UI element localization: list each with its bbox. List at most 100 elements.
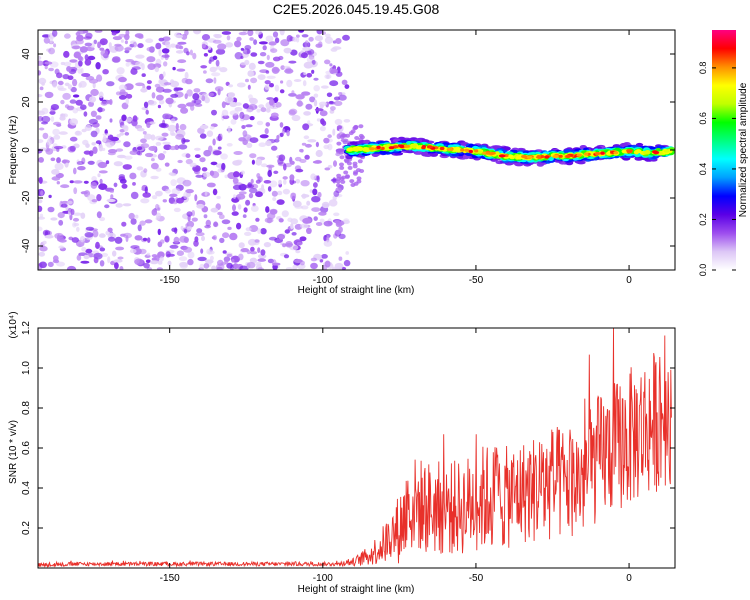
noise-blob — [280, 80, 284, 84]
noise-blob — [237, 204, 242, 210]
y-tick-label: 20 — [21, 96, 32, 108]
noise-blob — [106, 198, 116, 203]
noise-blob — [329, 63, 333, 67]
noise-blob — [233, 194, 236, 200]
noise-blob — [112, 56, 121, 63]
noise-blob — [155, 212, 161, 219]
noise-blob — [283, 163, 287, 171]
noise-blob — [204, 191, 208, 196]
noise-blob — [279, 122, 284, 128]
noise-blob — [60, 99, 65, 105]
noise-blob — [216, 266, 223, 270]
noise-blob — [151, 162, 159, 170]
noise-blob — [248, 62, 256, 70]
noise-blob — [38, 70, 42, 76]
noise-blob — [353, 181, 359, 186]
noise-blob — [147, 63, 156, 70]
noise-blob — [241, 125, 246, 129]
signal-blob — [492, 145, 502, 149]
noise-blob — [234, 52, 243, 60]
noise-blob — [257, 176, 262, 181]
noise-blob — [222, 250, 227, 254]
noise-blob — [305, 64, 314, 68]
noise-blob — [323, 137, 330, 144]
noise-blob — [173, 207, 181, 213]
noise-blob — [265, 107, 271, 113]
noise-blob — [121, 221, 127, 227]
noise-blob — [316, 118, 321, 122]
noise-blob — [327, 164, 333, 169]
signal-peak — [526, 155, 533, 159]
noise-blob — [73, 167, 77, 175]
noise-blob — [132, 41, 138, 48]
noise-blob — [139, 220, 146, 226]
noise-blob — [354, 136, 360, 140]
noise-blob — [177, 159, 183, 164]
noise-blob — [231, 211, 239, 216]
noise-blob — [106, 81, 115, 87]
noise-blob — [222, 232, 230, 239]
noise-blob — [339, 176, 345, 181]
noise-blob — [356, 176, 362, 181]
spectrogram-panel: -150 -100 -50 0 -40 -20 0 20 40 Height of straig… — [8, 29, 676, 296]
noise-blob — [134, 235, 143, 241]
noise-blob — [47, 206, 55, 213]
noise-blob — [271, 190, 278, 197]
noise-blob — [292, 264, 298, 270]
noise-blob — [265, 70, 270, 74]
noise-blob — [203, 214, 208, 219]
noise-blob — [232, 204, 236, 212]
noise-blob — [227, 125, 231, 134]
noise-blob — [316, 30, 323, 35]
noise-blob — [147, 100, 157, 106]
noise-blob — [249, 37, 254, 41]
noise-blob — [38, 77, 47, 85]
noise-blob — [246, 262, 256, 269]
noise-blob — [162, 141, 171, 145]
noise-blob — [148, 121, 156, 125]
noise-blob — [179, 123, 187, 131]
noise-blob — [58, 245, 64, 249]
noise-blob — [118, 76, 127, 83]
noise-blob — [245, 227, 252, 232]
noise-blob — [315, 141, 319, 148]
noise-blob — [238, 253, 244, 261]
noise-blob — [129, 172, 137, 180]
noise-blob — [64, 104, 70, 109]
noise-blob — [95, 115, 102, 120]
noise-blob — [269, 180, 278, 188]
noise-blob — [90, 181, 98, 189]
noise-blob — [344, 84, 350, 89]
noise-blob — [90, 110, 97, 118]
colorbar-tick-label: 0.2 — [698, 213, 708, 226]
noise-blob — [162, 199, 167, 203]
noise-blob — [315, 149, 323, 158]
noise-blob — [321, 85, 329, 89]
noise-blob — [53, 43, 57, 48]
noise-blob — [265, 35, 274, 42]
noise-blob — [246, 49, 250, 54]
noise-blob — [266, 164, 275, 168]
signal-peak — [464, 148, 470, 152]
noise-blob — [270, 48, 278, 53]
noise-blob — [335, 179, 341, 184]
noise-blob — [77, 166, 86, 171]
signal-blob — [362, 147, 369, 152]
noise-blob — [155, 42, 162, 50]
noise-blob — [177, 41, 187, 45]
noise-blob — [157, 207, 161, 211]
noise-blob — [243, 207, 248, 213]
noise-blob — [246, 142, 253, 148]
noise-blob — [182, 179, 192, 187]
signal-peak — [558, 154, 563, 158]
noise-blob — [121, 183, 128, 189]
noise-blob — [295, 94, 305, 100]
noise-blob — [340, 179, 346, 184]
noise-blob — [42, 132, 49, 140]
noise-blob — [326, 92, 333, 98]
noise-blob — [135, 82, 145, 87]
noise-blob — [217, 43, 227, 50]
noise-blob — [250, 77, 258, 84]
snr-xlabel: Height of straight line (km) — [298, 584, 415, 595]
noise-blob — [200, 65, 208, 69]
